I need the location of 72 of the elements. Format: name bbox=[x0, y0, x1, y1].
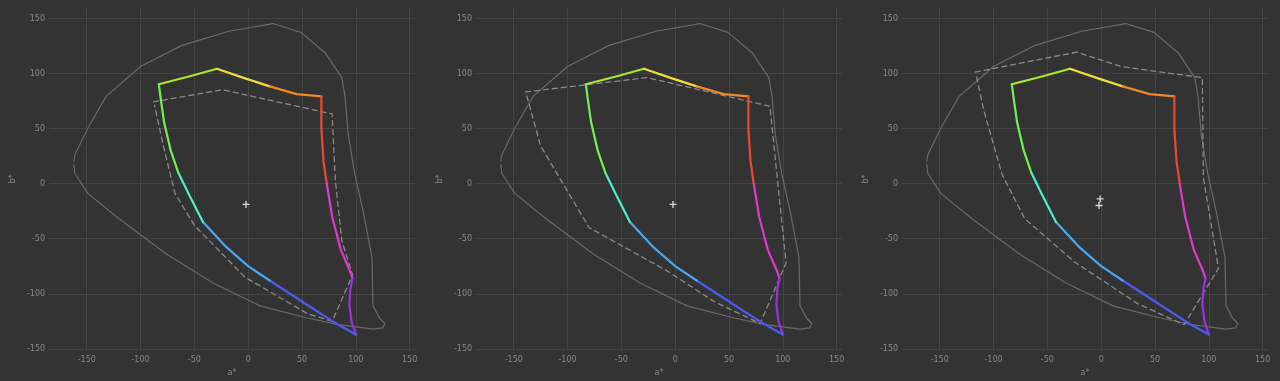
line-series bbox=[695, 279, 784, 336]
y-tick-label: 100 bbox=[883, 68, 899, 78]
line-series bbox=[1055, 220, 1125, 282]
y-tick-label: 50 bbox=[461, 123, 472, 133]
x-tick-label: 150 bbox=[828, 354, 844, 364]
x-axis-title: a* bbox=[227, 367, 237, 377]
y-tick-label: -100 bbox=[26, 289, 46, 299]
y-tick-label: -50 bbox=[458, 234, 472, 244]
line-series bbox=[73, 22, 386, 330]
y-tick-label: 50 bbox=[34, 123, 46, 133]
x-axis-title: a* bbox=[654, 367, 664, 377]
y-axis-title: b* bbox=[7, 174, 17, 184]
y-axis-title: b* bbox=[434, 174, 444, 184]
y-tick-label: 0 bbox=[466, 178, 472, 188]
y-tick-label: 50 bbox=[888, 123, 899, 133]
x-tick-label: -150 bbox=[930, 354, 950, 364]
y-tick-label: 0 bbox=[893, 178, 899, 188]
line-series bbox=[524, 76, 787, 325]
y-tick-label: -100 bbox=[453, 289, 472, 299]
x-tick-label: -100 bbox=[558, 354, 577, 364]
line-series bbox=[1178, 182, 1207, 280]
y-tick-label: -50 bbox=[31, 234, 46, 244]
y-tick-label: -50 bbox=[885, 234, 899, 244]
y-tick-label: 100 bbox=[29, 68, 46, 78]
y-axis-title: b* bbox=[860, 174, 870, 184]
y-tick-label: -150 bbox=[26, 344, 46, 354]
x-tick-label: -50 bbox=[187, 354, 201, 364]
line-series bbox=[628, 220, 698, 282]
line-series bbox=[499, 22, 813, 330]
x-tick-label: 150 bbox=[401, 354, 418, 364]
y-tick-label: -150 bbox=[880, 344, 899, 354]
line-series bbox=[325, 182, 354, 280]
line-series bbox=[1011, 83, 1033, 174]
y-tick-label: 0 bbox=[39, 178, 46, 188]
y-tick-label: -100 bbox=[880, 289, 899, 299]
line-series bbox=[1173, 95, 1182, 185]
x-axis-title: a* bbox=[1080, 367, 1090, 377]
line-series bbox=[320, 95, 328, 185]
line-series bbox=[974, 51, 1220, 326]
x-tick-label: -100 bbox=[131, 354, 150, 364]
line-series bbox=[926, 22, 1239, 330]
line-series bbox=[268, 279, 357, 336]
x-tick-label: 150 bbox=[1255, 354, 1271, 364]
line-series bbox=[1201, 277, 1211, 336]
line-series bbox=[584, 83, 606, 174]
x-tick-label: 100 bbox=[1201, 354, 1217, 364]
x-tick-label: -150 bbox=[504, 354, 523, 364]
line-series bbox=[746, 95, 755, 185]
line-series bbox=[157, 83, 180, 174]
y-tick-label: 150 bbox=[456, 13, 472, 23]
y-tick-label: 150 bbox=[883, 13, 899, 23]
x-tick-label: 0 bbox=[1098, 354, 1105, 364]
line-series bbox=[752, 182, 781, 280]
x-tick-label: 100 bbox=[348, 354, 364, 364]
x-tick-label: 50 bbox=[1150, 354, 1161, 364]
x-tick-label: 100 bbox=[774, 354, 791, 364]
x-tick-label: 0 bbox=[245, 354, 251, 364]
x-tick-label: -50 bbox=[614, 354, 628, 364]
line-series bbox=[1121, 279, 1211, 336]
x-tick-label: -50 bbox=[1041, 354, 1055, 364]
line-series bbox=[348, 277, 357, 336]
line-series bbox=[774, 277, 784, 336]
x-tick-label: 50 bbox=[723, 354, 734, 364]
y-tick-label: -150 bbox=[453, 344, 472, 354]
x-tick-label: 50 bbox=[296, 354, 308, 364]
y-tick-label: 150 bbox=[29, 13, 46, 23]
x-tick-label: 0 bbox=[672, 354, 678, 364]
x-tick-label: -150 bbox=[77, 354, 96, 364]
line-series bbox=[152, 89, 354, 322]
line-series bbox=[201, 220, 271, 282]
y-tick-label: 100 bbox=[456, 68, 472, 78]
x-tick-label: -100 bbox=[984, 354, 1003, 364]
